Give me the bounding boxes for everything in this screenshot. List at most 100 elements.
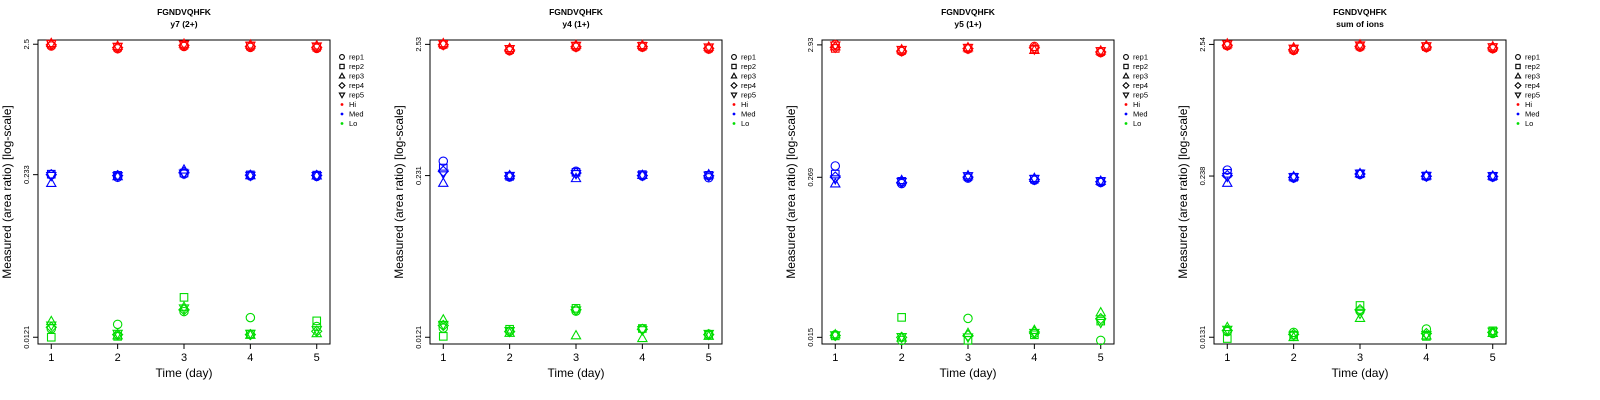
y-axis-label: Measured (area ratio) [log-scale] [784,105,798,278]
y-axis-label: Measured (area ratio) [log-scale] [392,105,406,278]
data-point [45,171,57,182]
data-point [570,172,582,183]
x-tick-label: 2 [1291,352,1297,364]
data-point [963,313,973,324]
data-point [703,171,715,182]
legend-marker [1123,63,1129,70]
data-point [1095,177,1107,188]
x-tick-label: 2 [115,352,121,364]
x-tick-label: 1 [832,352,838,364]
legend-marker [1122,72,1130,79]
legend-marker [732,103,736,106]
data-point [45,39,57,50]
legend-marker [1124,122,1128,125]
data-point [112,172,124,183]
legend-marker [731,54,737,60]
data-point [570,329,582,340]
data-point [112,170,124,181]
plot-frame [821,39,1115,345]
legend-marker [730,72,738,79]
legend-label: rep3 [1525,72,1540,81]
legend-marker [340,103,344,106]
legend-label: rep2 [349,62,364,71]
legend-marker [730,92,738,99]
data-point [896,333,908,343]
data-point [897,313,906,322]
y-axis-label: Measured (area ratio) [log-scale] [1176,105,1190,278]
data-point [437,165,450,178]
x-axis-label: Time (day) [156,366,213,380]
data-point [962,327,974,337]
data-point [438,332,448,341]
legend-label: rep5 [349,91,364,100]
data-point [636,171,648,182]
legend-marker [1514,92,1522,99]
legend-marker [732,122,736,125]
legend-label: rep3 [741,72,756,81]
chart-title: FGNDVQHFK [1333,7,1388,17]
data-point [1221,172,1233,183]
data-point [1095,335,1106,346]
data-point [1354,167,1366,178]
data-point [1095,47,1107,58]
legend-label: rep4 [1525,81,1540,90]
data-point [437,40,449,50]
legend-label: rep4 [349,81,364,90]
legend-label: rep1 [1133,53,1148,62]
data-point [437,313,449,324]
x-tick-label: 3 [573,352,579,364]
x-tick-label: 4 [639,352,645,364]
data-point [179,306,189,317]
legend-label: rep5 [1525,91,1540,100]
data-point [1095,174,1107,185]
data-point [112,42,124,53]
data-point [504,44,516,55]
legend-marker [338,72,346,79]
data-point [1487,327,1499,338]
y-tick-label: 2.53 [414,37,423,52]
data-point [570,170,582,180]
x-axis-label: Time (day) [1332,366,1389,380]
x-tick-label: 3 [181,352,187,364]
data-point [178,304,190,315]
legend-label: rep4 [741,81,756,90]
data-point [1354,303,1366,316]
data-point [1094,312,1107,325]
legend-label: Hi [741,100,748,109]
data-point [504,171,516,182]
x-tick-label: 5 [314,352,320,364]
x-axis-label: Time (day) [940,366,997,380]
legend-label: rep4 [1133,81,1148,90]
data-point [830,161,841,171]
data-point [45,321,57,332]
x-axis-label: Time (day) [548,366,605,380]
data-point [1487,172,1499,182]
data-point [1355,301,1365,310]
data-point [504,326,516,337]
legend-label: rep3 [1133,72,1148,81]
y-tick-label: 0.0121 [22,326,31,349]
data-point [962,333,974,344]
x-tick-label: 3 [1357,352,1363,364]
x-tick-label: 4 [247,352,253,364]
data-point [244,41,256,52]
data-point [1354,169,1366,180]
data-point [1028,45,1040,56]
data-point [1028,174,1040,185]
plot-frame [429,39,723,345]
chart-subtitle: y7 (2+) [170,19,197,29]
data-point [1095,318,1107,329]
x-tick-label: 5 [1098,352,1104,364]
data-point [1288,44,1300,55]
y-tick-label: 0.269 [806,168,815,187]
data-point [636,169,648,180]
data-point [311,171,323,182]
data-point [962,172,974,183]
legend-marker [731,63,737,70]
chart-panel: FGNDVQHFK y5 (1+) 1 2 3 4 5 Time (day) 0.015 0.26… [784,7,1148,380]
y-tick-label: 2.54 [1198,37,1207,52]
data-point [438,163,448,173]
legend-marker [1124,103,1128,106]
data-point [1421,324,1432,334]
